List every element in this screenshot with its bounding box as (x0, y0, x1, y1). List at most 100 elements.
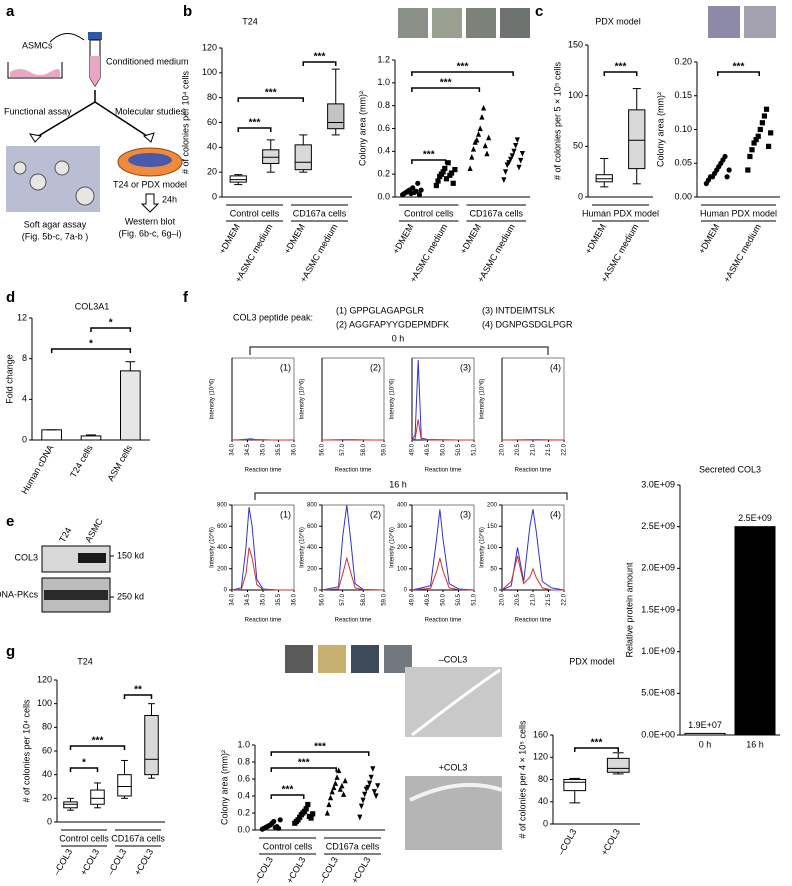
y-axis-label: Colony area (mm)² (655, 92, 665, 167)
point (360, 797, 366, 804)
y-tick-label: 120 (37, 674, 52, 684)
x-tick-label: +COL3 (349, 855, 372, 885)
y-tick-label: 600 (307, 524, 318, 530)
y-axis-label: # of colonies per 10⁴ cells (180, 71, 190, 174)
significance-label: *** (298, 758, 310, 769)
significance-label: * (89, 339, 93, 350)
box (294, 144, 312, 171)
chart-title: COL3A1 (75, 301, 110, 311)
significance-label: *** (615, 62, 627, 73)
y-axis-label: # of colonies per 4 × 10⁵ cells (517, 720, 527, 839)
significance-label: ** (134, 685, 142, 696)
subplot-label: (2) (370, 362, 381, 372)
subplot-label: (1) (280, 362, 291, 372)
x-tick-label: +DMEM (583, 222, 608, 255)
line (231, 507, 294, 591)
y-tick-label: 0 (404, 588, 408, 594)
point (469, 153, 475, 160)
box (90, 789, 105, 805)
dish (7, 62, 63, 79)
y-tick-label: 80 (538, 774, 548, 784)
box (563, 779, 587, 792)
x-tick-label: 20.0 (500, 443, 506, 455)
panel-label: b (183, 3, 192, 20)
point (747, 153, 753, 160)
y-tick-label: 5.0E+08 (641, 688, 675, 698)
colony (29, 173, 47, 191)
x-tick-label: –COL3 (105, 847, 128, 877)
x-tick-label: 56.0 (320, 443, 326, 455)
y-tick-label: 200 (217, 566, 228, 572)
y-tick-label: 0 (212, 191, 217, 201)
x-tick-label: 22.0 (562, 593, 568, 605)
bar (80, 435, 102, 441)
y-tick-label: 160 (533, 729, 548, 739)
y-tick-label: 0.05 (674, 158, 692, 168)
box (327, 103, 345, 130)
subplot-label: (3) (460, 362, 471, 372)
significance-label: *** (591, 738, 603, 749)
x-tick-label: 49.0 (410, 593, 416, 605)
group-label: Human PDX model (700, 208, 777, 218)
y-tick-label: 400 (397, 503, 408, 509)
point (339, 782, 345, 789)
x-tick-label: +DMEM (391, 222, 416, 255)
x-tick-label: 22.0 (562, 443, 568, 455)
line (411, 509, 475, 591)
bracket (254, 492, 568, 500)
point (371, 789, 378, 795)
chart-title: PDX model (569, 656, 615, 666)
y-tick-label: 20 (207, 167, 217, 177)
subplot-label: (2) (370, 509, 381, 519)
colony (13, 161, 27, 175)
significance-bracket (69, 745, 126, 750)
chart-title: T24 (242, 16, 258, 26)
point (373, 793, 379, 800)
y-tick-label: 100 (568, 90, 583, 100)
y-tick-label: 150 (487, 524, 498, 530)
point (329, 788, 335, 795)
x-tick-label: 34.0 (230, 443, 236, 455)
y-tick-label: 100 (37, 698, 52, 708)
significance-label: * (109, 318, 113, 329)
x-tick-label: 50.0 (441, 593, 447, 605)
y-tick-label: 50 (490, 566, 497, 572)
x-tick-label: 35.0 (261, 443, 267, 455)
y-tick-label: 3.0E+09 (641, 479, 675, 489)
group-label: Control cells (263, 841, 313, 851)
x-axis-label: Reaction time (515, 618, 552, 624)
line (321, 556, 385, 591)
y-axis-label: Intensity (10^6) (390, 379, 396, 420)
subplot-label: (4) (550, 509, 561, 519)
x-tick-label: +DMEM (696, 222, 721, 255)
point (749, 147, 755, 153)
point (415, 180, 421, 186)
y-axis-label: # of colonies per 10⁴ cells (21, 699, 31, 802)
y-axis-label: Intensity (10^6) (210, 527, 216, 568)
x-tick-label: 36.0 (292, 443, 298, 455)
x-tick-label: +COL3 (284, 855, 307, 885)
significance-label: *** (265, 88, 277, 99)
label: (Fig. 5b-c, 7a-b ) (22, 231, 89, 241)
box (595, 174, 613, 183)
x-axis-label: Reaction time (335, 618, 372, 624)
point (275, 825, 282, 831)
y-tick-label: 0 (314, 588, 318, 594)
point (332, 780, 339, 786)
line (501, 509, 565, 591)
x-tick-label: 59.0 (382, 443, 388, 455)
label: Conditioned medium (106, 56, 189, 66)
row-label: DNA-PKcs (0, 589, 38, 599)
bar (120, 370, 141, 441)
y-tick-label: 0.0 (237, 824, 250, 834)
x-tick-label: 34.5 (245, 593, 251, 605)
y-tick-label: 100 (487, 545, 498, 551)
point (477, 125, 483, 132)
chart-title: PDX model (595, 16, 641, 26)
x-tick-label: 49.0 (410, 443, 416, 455)
y-tick-label: 0.6 (237, 773, 250, 783)
x-tick-label: 51.0 (472, 593, 478, 605)
significance-bracket (90, 327, 132, 332)
point (334, 774, 340, 780)
point (445, 160, 451, 166)
